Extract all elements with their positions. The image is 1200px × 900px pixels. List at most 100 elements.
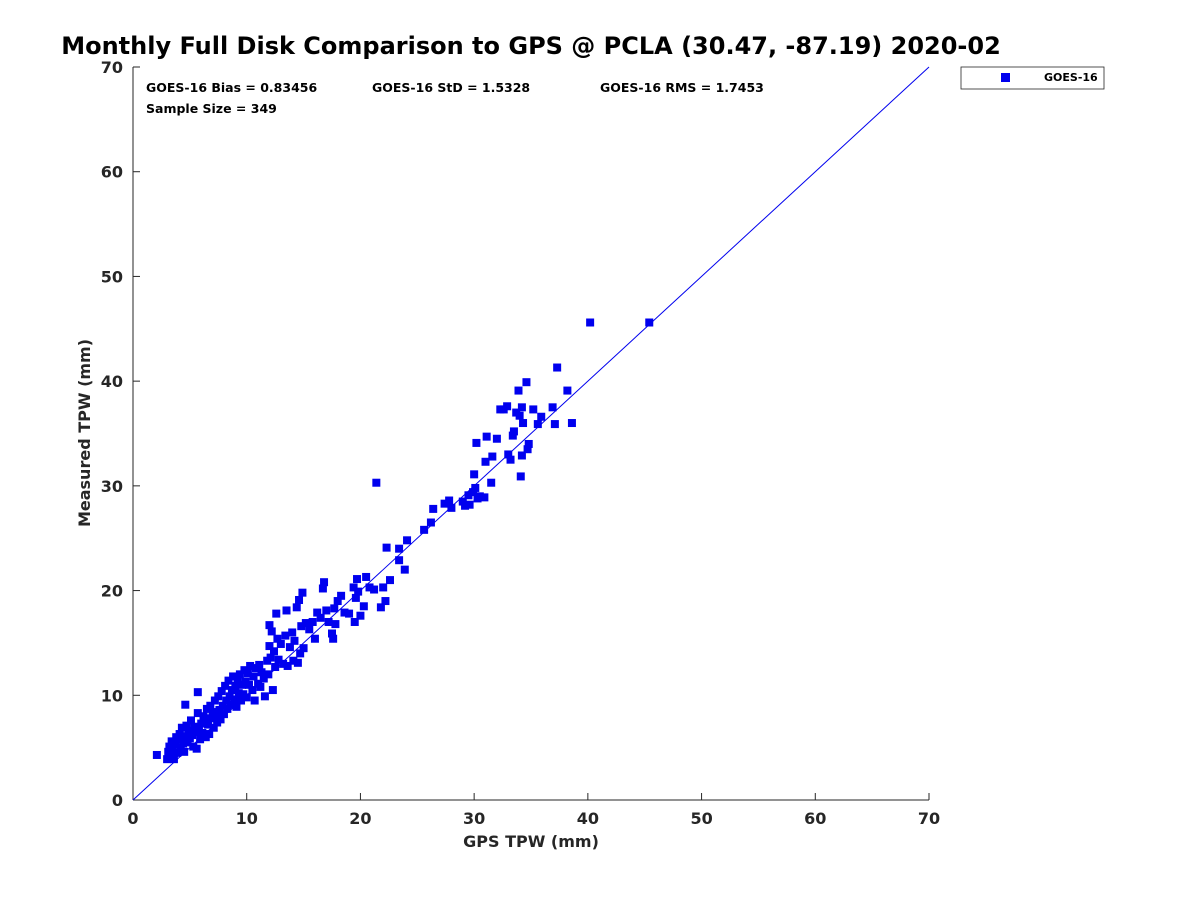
data-point <box>214 692 223 701</box>
data-point <box>333 597 342 606</box>
data-point <box>231 681 240 690</box>
data-point <box>295 595 304 604</box>
data-point <box>461 501 470 510</box>
data-point <box>429 504 438 513</box>
data-point <box>282 606 291 615</box>
data-point <box>472 438 481 447</box>
data-point <box>265 621 274 630</box>
data-point <box>204 720 213 729</box>
data-point <box>471 483 480 492</box>
data-point <box>215 705 224 714</box>
legend-box <box>960 66 1105 90</box>
data-point <box>400 565 409 574</box>
data-point <box>206 701 215 710</box>
data-point <box>207 714 216 723</box>
data-point <box>174 735 183 744</box>
data-point <box>345 609 354 618</box>
data-point <box>365 583 374 592</box>
legend: GOES-16 <box>960 66 1105 90</box>
data-point <box>223 704 232 713</box>
data-point <box>256 682 265 691</box>
data-point <box>519 419 528 428</box>
data-point <box>169 755 178 764</box>
y-tick-label: 20 <box>101 582 123 601</box>
data-point <box>420 525 429 534</box>
x-ticks: 0 10 20 30 40 50 60 70 <box>127 793 940 828</box>
data-point <box>292 603 301 612</box>
data-point <box>205 730 214 739</box>
data-point <box>164 747 173 756</box>
data-point <box>279 659 288 668</box>
data-point <box>193 688 202 697</box>
data-point <box>509 427 518 436</box>
data-point <box>226 700 235 709</box>
data-point <box>370 585 379 594</box>
data-point <box>234 689 243 698</box>
data-point <box>316 613 325 622</box>
data-point <box>232 702 241 711</box>
x-tick-label: 10 <box>236 809 258 828</box>
data-point <box>209 723 218 732</box>
y-tick-label: 10 <box>101 686 123 705</box>
x-tick-label: 0 <box>127 809 138 828</box>
data-point <box>196 735 205 744</box>
x-tick-label: 50 <box>690 809 712 828</box>
data-point <box>283 661 292 670</box>
data-point <box>194 724 203 733</box>
data-point <box>180 747 189 756</box>
data-point <box>272 609 281 618</box>
data-point <box>305 625 314 634</box>
data-point <box>210 696 219 705</box>
data-point <box>426 518 435 527</box>
data-point <box>522 378 531 387</box>
data-point <box>470 470 479 479</box>
data-point <box>492 434 501 443</box>
data-point <box>227 686 236 695</box>
x-axis-label: GPS TPW (mm) <box>463 832 599 851</box>
data-point <box>199 712 208 721</box>
data-point <box>645 318 654 327</box>
data-point <box>515 411 524 420</box>
data-point <box>310 634 319 643</box>
legend-label: GOES-16 <box>1044 71 1098 84</box>
data-point <box>217 687 226 696</box>
data-point <box>219 710 228 719</box>
data-point <box>308 617 317 626</box>
data-point <box>168 745 177 754</box>
data-point <box>318 584 327 593</box>
data-point <box>529 405 538 414</box>
data-point <box>255 660 264 669</box>
data-point <box>313 608 322 617</box>
plot-area <box>132 67 929 801</box>
data-point <box>340 608 349 617</box>
data-point <box>233 675 242 684</box>
data-point <box>482 432 491 441</box>
data-point <box>550 420 559 429</box>
data-point <box>285 643 294 652</box>
data-point <box>177 723 186 732</box>
stat-std: GOES-16 StD = 1.5328 <box>372 80 530 95</box>
data-point <box>350 617 359 626</box>
data-point <box>248 686 257 695</box>
data-point <box>273 634 282 643</box>
x-tick-label: 20 <box>349 809 371 828</box>
stat-bias: GOES-16 Bias = 0.83456 <box>146 80 317 95</box>
data-point <box>173 748 182 757</box>
stat-sample-size: Sample Size = 349 <box>146 101 277 116</box>
data-point <box>271 663 280 672</box>
y-ticks: 0 10 20 30 40 50 60 70 <box>101 58 140 810</box>
data-point <box>331 620 340 629</box>
x-tick-label: 30 <box>463 809 485 828</box>
data-point <box>267 627 276 636</box>
data-point <box>563 386 572 395</box>
y-tick-label: 0 <box>112 791 123 810</box>
data-point <box>488 452 497 461</box>
data-point <box>395 544 404 553</box>
data-point <box>230 695 239 704</box>
data-point <box>250 696 259 705</box>
y-tick-label: 60 <box>101 163 123 182</box>
data-point <box>517 403 526 412</box>
data-point <box>249 672 258 681</box>
data-point <box>181 732 190 741</box>
data-point <box>179 739 188 748</box>
